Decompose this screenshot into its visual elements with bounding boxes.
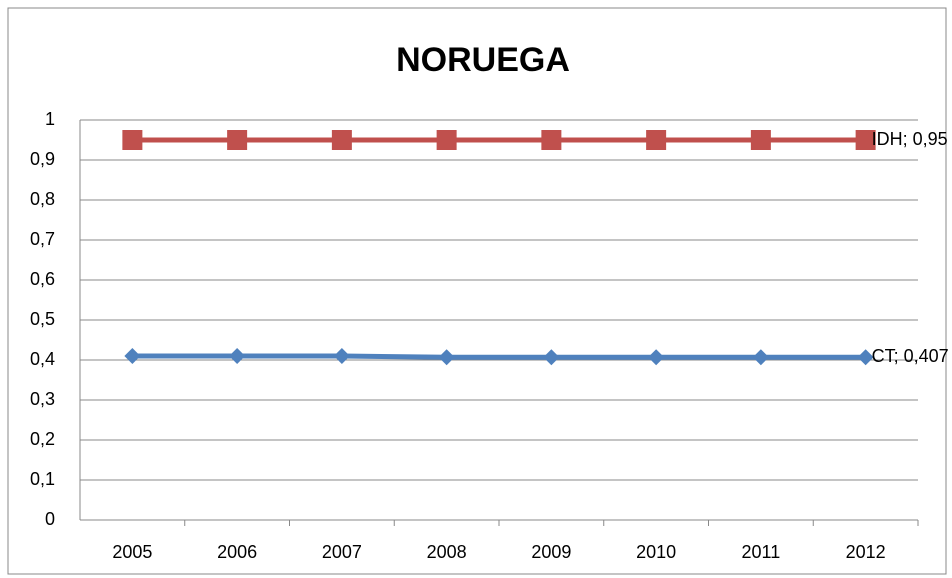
y-tick-label: 0,8 xyxy=(30,189,55,209)
marker xyxy=(857,349,874,366)
marker xyxy=(124,348,141,364)
y-tick-label: 0 xyxy=(45,509,55,529)
y-tick-label: 0,5 xyxy=(30,309,55,329)
x-tick-label: 2006 xyxy=(217,542,257,562)
marker xyxy=(436,130,457,150)
marker xyxy=(752,349,769,366)
chart-frame xyxy=(7,7,947,575)
marker xyxy=(648,349,665,366)
y-tick-label: 0,6 xyxy=(30,269,55,289)
x-tick-label: 2010 xyxy=(636,542,676,562)
marker xyxy=(438,349,455,366)
y-tick-label: 0,3 xyxy=(30,389,55,409)
y-tick-label: 0,7 xyxy=(30,229,55,249)
marker xyxy=(122,130,143,150)
x-tick-label: 2005 xyxy=(112,542,152,562)
y-tick-label: 0,4 xyxy=(30,349,55,369)
marker xyxy=(750,130,771,150)
marker xyxy=(227,130,248,150)
series-line xyxy=(132,353,866,360)
marker xyxy=(543,349,560,366)
data-label: CT; 0,407 xyxy=(872,346,949,366)
marker xyxy=(229,348,246,364)
marker xyxy=(646,130,667,150)
y-tick-label: 0,2 xyxy=(30,429,55,449)
x-tick-label: 2009 xyxy=(531,542,571,562)
x-tick-label: 2011 xyxy=(742,542,781,562)
data-label: IDH; 0,95 xyxy=(872,129,948,149)
x-tick-label: 2007 xyxy=(322,542,362,562)
marker xyxy=(855,130,876,150)
x-tick-label: 2012 xyxy=(846,542,886,562)
y-tick-label: 1 xyxy=(45,109,55,129)
marker xyxy=(333,348,350,364)
marker xyxy=(331,130,352,150)
x-tick-label: 2008 xyxy=(427,542,467,562)
marker xyxy=(541,130,562,150)
y-tick-label: 0,1 xyxy=(30,469,55,489)
y-tick-label: 0,9 xyxy=(30,149,55,169)
chart-title: NORUEGA xyxy=(396,41,570,79)
